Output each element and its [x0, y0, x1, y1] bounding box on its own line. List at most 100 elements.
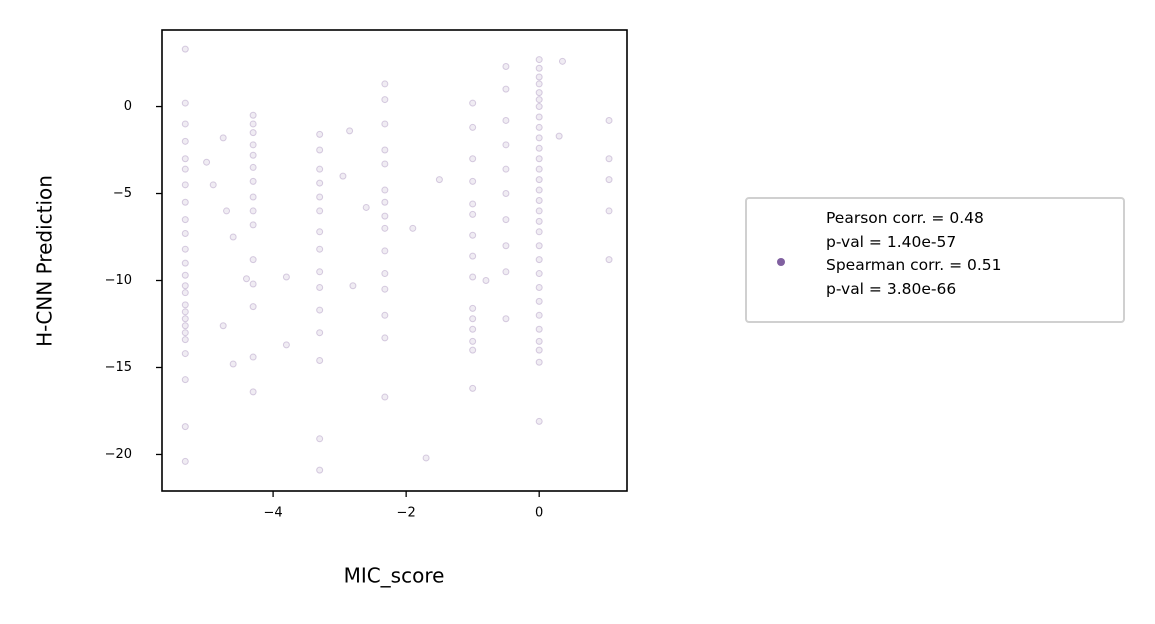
point	[242, 275, 250, 283]
x-tick-label: −4	[264, 506, 283, 521]
point	[605, 256, 613, 264]
point	[181, 423, 189, 431]
y-tick-label: 0	[124, 99, 132, 114]
point	[249, 141, 257, 149]
point	[482, 277, 490, 285]
y-tick-label: −10	[105, 273, 132, 288]
point	[181, 99, 189, 107]
point	[535, 207, 543, 215]
point	[219, 322, 227, 330]
point	[181, 230, 189, 238]
point	[469, 325, 477, 333]
point	[181, 376, 189, 384]
point	[535, 155, 543, 163]
y-axis-label: H-CNN Prediction	[33, 175, 57, 347]
point	[339, 172, 347, 180]
point	[605, 116, 613, 124]
point	[535, 64, 543, 72]
point	[469, 210, 477, 218]
point	[181, 457, 189, 465]
point	[316, 146, 324, 154]
point	[249, 207, 257, 215]
point	[249, 388, 257, 396]
point	[535, 123, 543, 131]
x-tick-label: 0	[535, 506, 543, 521]
point	[381, 96, 389, 104]
point	[535, 103, 543, 111]
point	[316, 306, 324, 314]
point	[535, 144, 543, 152]
point	[249, 280, 257, 288]
point	[349, 282, 357, 290]
point	[435, 176, 443, 184]
point	[381, 270, 389, 278]
point	[249, 221, 257, 229]
point	[535, 228, 543, 236]
point	[502, 85, 510, 93]
point	[381, 198, 389, 206]
point	[469, 315, 477, 323]
point	[181, 322, 189, 330]
point	[316, 329, 324, 337]
point	[469, 155, 477, 163]
point	[535, 196, 543, 204]
point	[381, 160, 389, 168]
point	[381, 186, 389, 194]
point	[535, 186, 543, 194]
point	[316, 245, 324, 253]
point	[316, 130, 324, 138]
point	[535, 270, 543, 278]
point	[381, 393, 389, 401]
point	[535, 242, 543, 250]
point	[381, 212, 389, 220]
point	[502, 216, 510, 224]
point	[249, 353, 257, 361]
point	[316, 179, 324, 187]
point	[469, 337, 477, 345]
point	[316, 228, 324, 236]
point	[535, 337, 543, 345]
point	[249, 303, 257, 311]
point	[535, 358, 543, 366]
point	[181, 336, 189, 344]
point	[469, 200, 477, 208]
point	[381, 146, 389, 154]
point	[502, 165, 510, 173]
point	[229, 360, 237, 368]
point	[555, 132, 563, 140]
point	[181, 181, 189, 189]
point	[181, 198, 189, 206]
point	[502, 116, 510, 124]
point	[535, 134, 543, 142]
point	[502, 268, 510, 276]
point	[381, 120, 389, 128]
point	[282, 341, 290, 349]
point	[316, 466, 324, 474]
point	[362, 203, 370, 211]
point	[219, 134, 227, 142]
point	[181, 301, 189, 309]
point	[502, 63, 510, 71]
point	[469, 252, 477, 260]
point	[249, 120, 257, 128]
point	[502, 190, 510, 198]
point	[316, 165, 324, 173]
point	[535, 89, 543, 97]
point	[535, 217, 543, 225]
legend-label: Pearson corr. = 0.48 p-val = 1.40e-57 Sp…	[826, 209, 1002, 298]
point	[316, 357, 324, 365]
point	[535, 346, 543, 354]
point	[316, 268, 324, 276]
point	[249, 129, 257, 137]
point	[469, 273, 477, 281]
point	[181, 350, 189, 358]
point	[316, 193, 324, 201]
x-axis-label: MIC_score	[344, 564, 445, 588]
point	[535, 56, 543, 64]
point	[181, 120, 189, 128]
point	[249, 163, 257, 171]
point	[535, 176, 543, 184]
point	[181, 282, 189, 290]
